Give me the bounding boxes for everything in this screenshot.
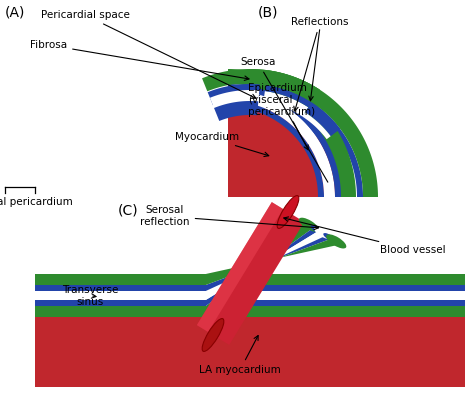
Polygon shape [35, 274, 206, 285]
Polygon shape [228, 107, 318, 197]
Ellipse shape [310, 225, 322, 233]
Polygon shape [242, 274, 465, 285]
Text: Serosal
reflection: Serosal reflection [140, 205, 319, 229]
Ellipse shape [314, 227, 331, 239]
Text: Serosa: Serosa [240, 57, 328, 182]
Polygon shape [265, 85, 311, 107]
Text: LA myocardium: LA myocardium [199, 336, 281, 375]
Polygon shape [35, 306, 206, 317]
Polygon shape [250, 84, 363, 197]
Polygon shape [214, 101, 258, 121]
Polygon shape [250, 107, 340, 197]
Polygon shape [197, 202, 304, 345]
Polygon shape [206, 231, 327, 300]
Polygon shape [242, 291, 465, 300]
Polygon shape [302, 112, 331, 139]
Polygon shape [260, 70, 320, 102]
Polygon shape [242, 306, 465, 317]
Polygon shape [35, 291, 206, 300]
Polygon shape [250, 69, 378, 197]
Polygon shape [197, 202, 283, 332]
Text: Blood vessel: Blood vessel [284, 217, 446, 255]
Text: Fibrosa: Fibrosa [30, 40, 249, 81]
Polygon shape [35, 285, 206, 291]
Polygon shape [35, 317, 465, 387]
Ellipse shape [326, 234, 346, 248]
Polygon shape [264, 91, 308, 117]
Ellipse shape [202, 318, 224, 352]
Text: Myocardium: Myocardium [175, 132, 269, 156]
Polygon shape [35, 300, 206, 306]
Polygon shape [206, 222, 314, 317]
Polygon shape [206, 235, 331, 291]
Ellipse shape [323, 233, 335, 241]
Polygon shape [208, 84, 260, 105]
Text: (B): (B) [258, 5, 279, 19]
Text: Epicardium
(visceral
pericardium): Epicardium (visceral pericardium) [248, 83, 315, 150]
Text: Parietal pericardium: Parietal pericardium [0, 197, 73, 207]
Polygon shape [228, 101, 324, 197]
Text: Reflections: Reflections [291, 17, 349, 111]
Polygon shape [210, 90, 259, 111]
Polygon shape [202, 69, 261, 91]
Polygon shape [228, 84, 341, 197]
Polygon shape [305, 102, 340, 136]
Text: Transverse
sinus: Transverse sinus [62, 285, 118, 307]
Polygon shape [228, 69, 356, 197]
Ellipse shape [299, 218, 319, 232]
Polygon shape [266, 70, 320, 102]
Polygon shape [228, 90, 335, 197]
Polygon shape [206, 228, 319, 306]
Polygon shape [206, 239, 341, 285]
Polygon shape [242, 300, 465, 306]
Polygon shape [250, 101, 346, 197]
Polygon shape [242, 285, 465, 291]
Text: (A): (A) [5, 5, 26, 19]
Polygon shape [250, 90, 357, 197]
Ellipse shape [277, 196, 299, 228]
Text: Pericardial space: Pericardial space [41, 10, 256, 98]
Text: (C): (C) [118, 203, 138, 217]
